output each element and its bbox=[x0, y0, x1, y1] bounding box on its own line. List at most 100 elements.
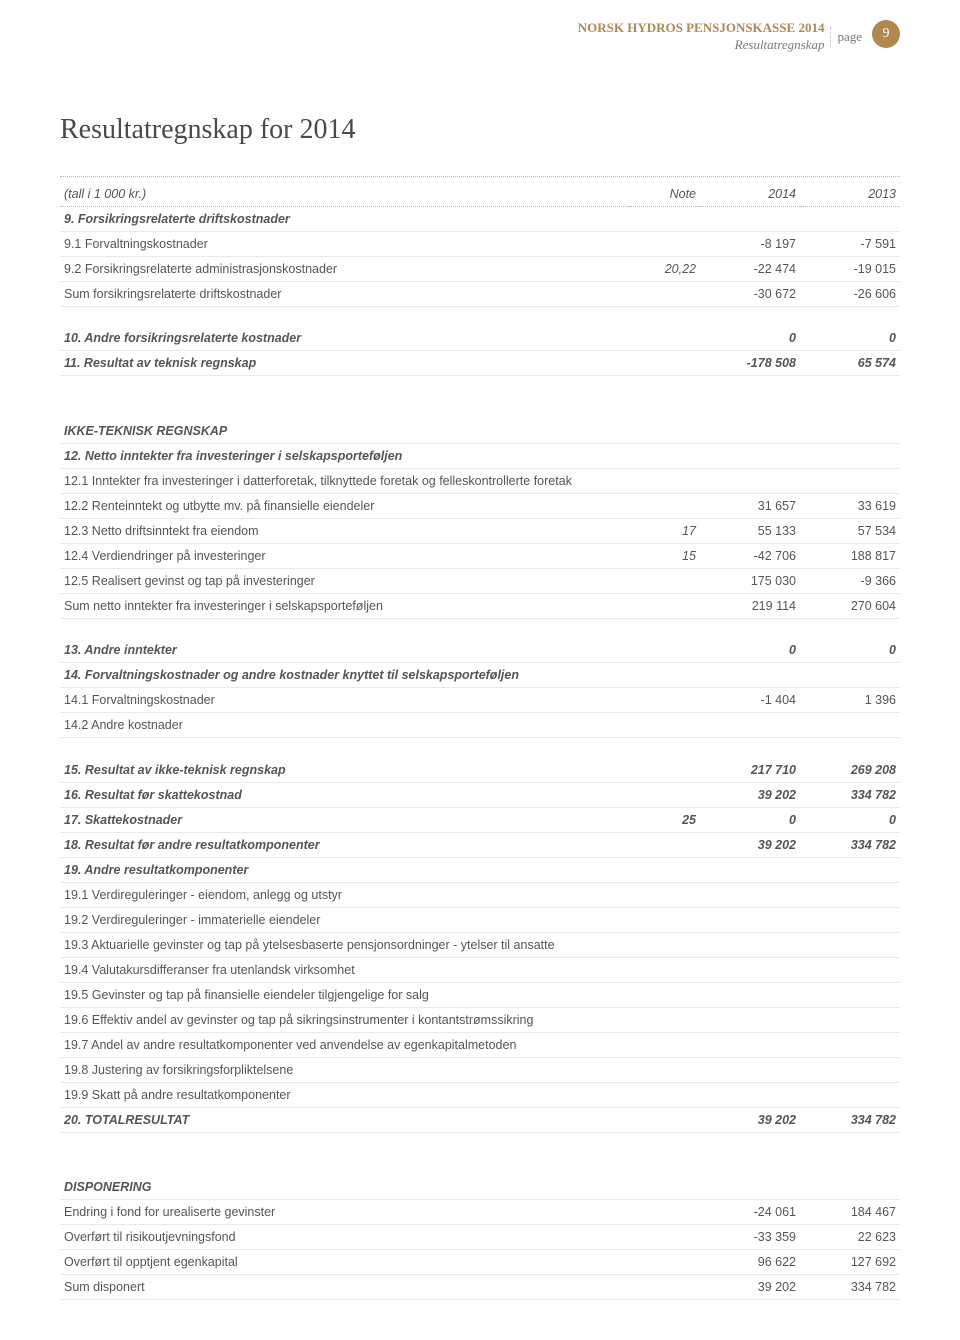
table-row: 10. Andre forsikringsrelaterte kostnader… bbox=[60, 326, 900, 351]
row-value-2013: 57 534 bbox=[800, 518, 900, 543]
row-value-2014: 39 202 bbox=[700, 832, 800, 857]
col-year-2: 2013 bbox=[800, 182, 900, 207]
row-note bbox=[630, 638, 700, 663]
row-value-2014: 96 622 bbox=[700, 1250, 800, 1275]
row-label: Sum netto inntekter fra investeringer i … bbox=[60, 593, 630, 618]
row-note bbox=[630, 932, 700, 957]
row-value-2013 bbox=[800, 206, 900, 231]
row-note bbox=[630, 782, 700, 807]
table-row: 19.6 Effektiv andel av gevinster og tap … bbox=[60, 1007, 900, 1032]
row-value-2013: 184 467 bbox=[800, 1200, 900, 1225]
row-value-2014 bbox=[700, 932, 800, 957]
table-row: 19. Andre resultatkomponenter bbox=[60, 857, 900, 882]
row-value-2013 bbox=[800, 396, 900, 444]
row-label: 12.2 Renteinntekt og utbytte mv. på fina… bbox=[60, 493, 630, 518]
row-value-2014: -8 197 bbox=[700, 231, 800, 256]
row-note bbox=[630, 663, 700, 688]
row-label: 12. Netto inntekter fra investeringer i … bbox=[60, 443, 630, 468]
row-value-2014 bbox=[700, 206, 800, 231]
row-value-2013 bbox=[800, 1032, 900, 1057]
row-label: Sum forsikringsrelaterte driftskostnader bbox=[60, 281, 630, 306]
table-row: 19.9 Skatt på andre resultatkomponenter bbox=[60, 1082, 900, 1107]
row-value-2013 bbox=[800, 468, 900, 493]
table-row: 14.1 Forvaltningskostnader-1 4041 396 bbox=[60, 688, 900, 713]
row-value-2013: 334 782 bbox=[800, 1107, 900, 1132]
row-label: Overført til opptjent egenkapital bbox=[60, 1250, 630, 1275]
table-row: 19.3 Aktuarielle gevinster og tap på yte… bbox=[60, 932, 900, 957]
row-note bbox=[630, 957, 700, 982]
table-row: 19.1 Verdireguleringer - eiendom, anlegg… bbox=[60, 882, 900, 907]
row-value-2013: -19 015 bbox=[800, 256, 900, 281]
row-label: 18. Resultat før andre resultatkomponent… bbox=[60, 832, 630, 857]
row-note bbox=[630, 326, 700, 351]
row-label: 19.6 Effektiv andel av gevinster og tap … bbox=[60, 1007, 630, 1032]
row-value-2013: 33 619 bbox=[800, 493, 900, 518]
table-row bbox=[60, 306, 900, 326]
row-label: 14.1 Forvaltningskostnader bbox=[60, 688, 630, 713]
row-value-2014 bbox=[700, 982, 800, 1007]
table-row: 12.4 Verdiendringer på investeringer15-4… bbox=[60, 543, 900, 568]
table-row: 9. Forsikringsrelaterte driftskostnader bbox=[60, 206, 900, 231]
table-row: Overført til risikoutjevningsfond-33 359… bbox=[60, 1225, 900, 1250]
row-label: 19.7 Andel av andre resultatkomponenter … bbox=[60, 1032, 630, 1057]
row-value-2014: 55 133 bbox=[700, 518, 800, 543]
table-row: DISPONERING bbox=[60, 1152, 900, 1200]
row-note bbox=[630, 1107, 700, 1132]
table-row bbox=[60, 376, 900, 396]
table-row: 18. Resultat før andre resultatkomponent… bbox=[60, 832, 900, 857]
table-row: Sum disponert39 202334 782 bbox=[60, 1275, 900, 1300]
row-value-2014 bbox=[700, 1057, 800, 1082]
row-note bbox=[630, 281, 700, 306]
row-value-2014 bbox=[700, 713, 800, 738]
row-value-2013 bbox=[800, 443, 900, 468]
table-row: 12.2 Renteinntekt og utbytte mv. på fina… bbox=[60, 493, 900, 518]
row-value-2014: 175 030 bbox=[700, 568, 800, 593]
row-note bbox=[630, 1250, 700, 1275]
row-note bbox=[630, 568, 700, 593]
row-value-2014: 217 710 bbox=[700, 758, 800, 783]
row-label: 15. Resultat av ikke-teknisk regnskap bbox=[60, 758, 630, 783]
row-note bbox=[630, 1200, 700, 1225]
row-label: Overført til risikoutjevningsfond bbox=[60, 1225, 630, 1250]
row-value-2014 bbox=[700, 957, 800, 982]
row-value-2013: -7 591 bbox=[800, 231, 900, 256]
row-value-2014: 0 bbox=[700, 326, 800, 351]
col-year-1: 2014 bbox=[700, 182, 800, 207]
row-value-2014: 31 657 bbox=[700, 493, 800, 518]
row-value-2013 bbox=[800, 713, 900, 738]
row-label: 14.2 Andre kostnader bbox=[60, 713, 630, 738]
row-value-2014: 39 202 bbox=[700, 782, 800, 807]
row-label: 12.3 Netto driftsinntekt fra eiendom bbox=[60, 518, 630, 543]
row-note bbox=[630, 758, 700, 783]
row-label: 19.5 Gevinster og tap på finansielle eie… bbox=[60, 982, 630, 1007]
row-note bbox=[630, 857, 700, 882]
table-row: 20. TOTALRESULTAT39 202334 782 bbox=[60, 1107, 900, 1132]
row-label: 9.1 Forvaltningskostnader bbox=[60, 231, 630, 256]
row-label: 19.4 Valutakursdifferanser fra utenlands… bbox=[60, 957, 630, 982]
row-value-2014 bbox=[700, 663, 800, 688]
row-value-2013: 127 692 bbox=[800, 1250, 900, 1275]
table-row: 19.7 Andel av andre resultatkomponenter … bbox=[60, 1032, 900, 1057]
row-note bbox=[630, 351, 700, 376]
row-value-2013 bbox=[800, 957, 900, 982]
table-row: IKKE-TEKNISK REGNSKAP bbox=[60, 396, 900, 444]
row-value-2013: 334 782 bbox=[800, 832, 900, 857]
table-row: Sum netto inntekter fra investeringer i … bbox=[60, 593, 900, 618]
row-value-2014 bbox=[700, 1152, 800, 1200]
row-label: Endring i fond for urealiserte gevinster bbox=[60, 1200, 630, 1225]
row-value-2014: 39 202 bbox=[700, 1107, 800, 1132]
row-value-2013: 1 396 bbox=[800, 688, 900, 713]
row-value-2014 bbox=[700, 396, 800, 444]
row-note bbox=[630, 493, 700, 518]
row-value-2014 bbox=[700, 468, 800, 493]
row-note bbox=[630, 907, 700, 932]
row-value-2014: 0 bbox=[700, 807, 800, 832]
row-label: 19.3 Aktuarielle gevinster og tap på yte… bbox=[60, 932, 630, 957]
row-label: 10. Andre forsikringsrelaterte kostnader bbox=[60, 326, 630, 351]
table-row: 13. Andre inntekter00 bbox=[60, 638, 900, 663]
row-value-2013: 0 bbox=[800, 638, 900, 663]
table-row: 19.5 Gevinster og tap på finansielle eie… bbox=[60, 982, 900, 1007]
table-row: 14.2 Andre kostnader bbox=[60, 713, 900, 738]
row-note bbox=[630, 396, 700, 444]
table-row: 12. Netto inntekter fra investeringer i … bbox=[60, 443, 900, 468]
